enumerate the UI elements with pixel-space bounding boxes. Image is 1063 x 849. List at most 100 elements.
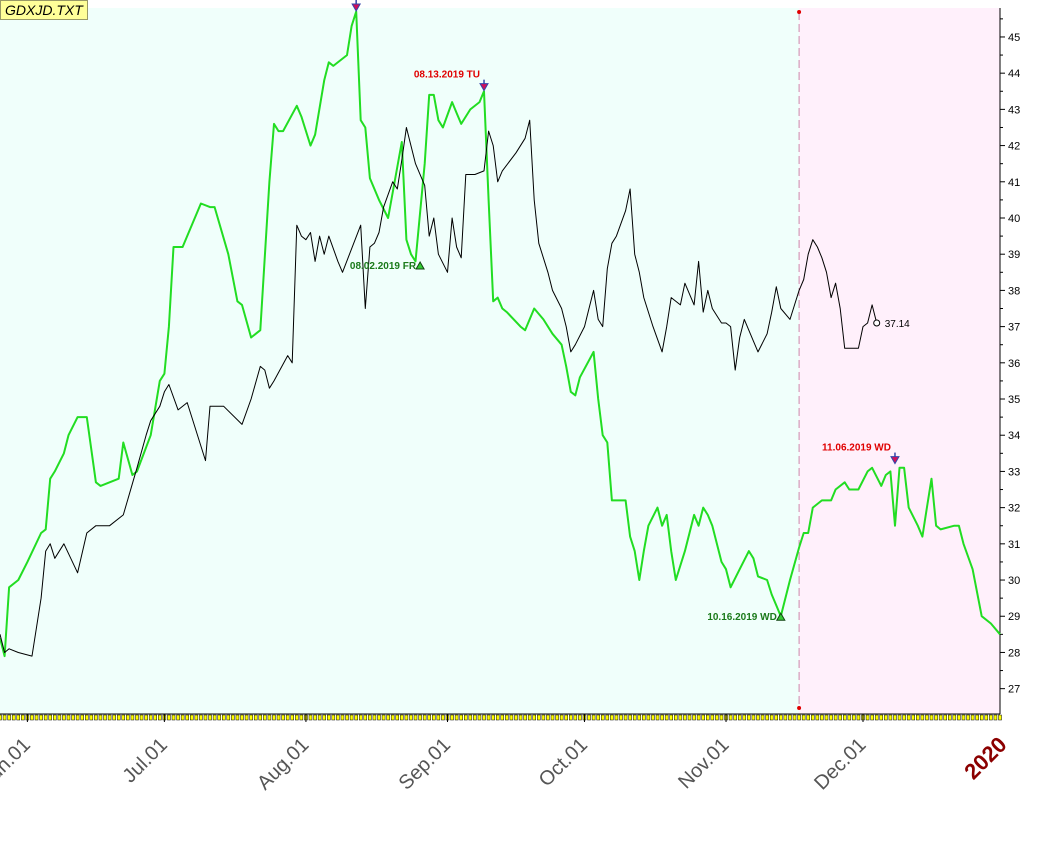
x-day-tick bbox=[833, 714, 838, 721]
divider-bottom-marker bbox=[797, 706, 802, 710]
chart-title: GDXJD.TXT bbox=[0, 0, 88, 20]
x-day-tick bbox=[783, 714, 788, 721]
x-day-tick bbox=[628, 714, 632, 721]
y-tick-label: 43 bbox=[1008, 104, 1020, 116]
x-day-tick bbox=[66, 714, 71, 721]
x-day-tick bbox=[779, 714, 783, 721]
x-day-tick bbox=[664, 714, 669, 721]
low-marker bbox=[775, 612, 786, 621]
x-day-tick bbox=[180, 714, 185, 721]
x-day-tick bbox=[865, 714, 870, 721]
x-day-tick bbox=[948, 714, 952, 721]
x-day-tick bbox=[400, 714, 404, 721]
x-day-tick bbox=[509, 714, 514, 721]
x-day-tick bbox=[235, 714, 240, 721]
x-day-tick bbox=[7, 714, 11, 721]
x-day-tick bbox=[911, 714, 915, 721]
x-day-tick bbox=[692, 714, 696, 721]
x-day-tick bbox=[975, 714, 979, 721]
x-day-tick bbox=[231, 714, 235, 721]
x-day-tick bbox=[979, 714, 984, 721]
x-day-tick bbox=[464, 714, 468, 721]
x-day-tick bbox=[532, 714, 536, 721]
x-day-tick bbox=[103, 714, 107, 721]
x-day-tick bbox=[518, 714, 523, 721]
x-day-tick bbox=[710, 714, 715, 721]
x-day-tick bbox=[632, 714, 637, 721]
x-day-tick bbox=[295, 714, 299, 721]
x-day-tick bbox=[185, 714, 189, 721]
y-tick-label: 30 bbox=[1008, 575, 1020, 587]
x-day-tick bbox=[706, 714, 710, 721]
x-day-tick bbox=[774, 714, 779, 721]
x-day-tick bbox=[409, 714, 413, 721]
x-day-tick bbox=[148, 714, 153, 721]
x-day-tick bbox=[500, 714, 505, 721]
x-day-tick bbox=[317, 714, 322, 721]
x-day-tick bbox=[212, 714, 217, 721]
x-day-tick bbox=[728, 714, 733, 721]
x-tick-label: Dec.01 bbox=[810, 734, 870, 794]
x-day-tick bbox=[546, 714, 550, 721]
x-day-tick bbox=[62, 714, 66, 721]
x-day-tick bbox=[171, 714, 176, 721]
x-day-tick bbox=[299, 714, 304, 721]
x-day-tick bbox=[619, 714, 623, 721]
x-day-tick bbox=[573, 714, 578, 721]
x-day-tick bbox=[477, 714, 482, 721]
x-day-tick bbox=[158, 714, 162, 721]
x-day-tick bbox=[413, 714, 418, 721]
x-day-tick bbox=[327, 714, 331, 721]
x-day-tick bbox=[578, 714, 582, 721]
history-region bbox=[0, 8, 800, 714]
x-day-tick bbox=[792, 714, 797, 721]
x-day-tick bbox=[454, 714, 459, 721]
x-day-tick bbox=[596, 714, 600, 721]
x-day-tick bbox=[116, 714, 121, 721]
x-day-tick bbox=[194, 714, 199, 721]
plot-background bbox=[0, 8, 1000, 714]
x-day-tick bbox=[801, 714, 806, 721]
x-tick-label: Nov.01 bbox=[674, 734, 733, 793]
x-day-tick bbox=[0, 714, 2, 721]
x-day-tick bbox=[2, 714, 7, 721]
x-day-tick bbox=[806, 714, 810, 721]
x-day-tick bbox=[920, 714, 925, 721]
x-day-tick bbox=[906, 714, 911, 721]
x-day-tick bbox=[313, 714, 317, 721]
projection-region bbox=[799, 8, 1000, 714]
x-day-tick bbox=[395, 714, 400, 721]
x-tick-label: Oct.01 bbox=[535, 734, 592, 791]
high-marker bbox=[890, 456, 900, 465]
y-tick-label: 33 bbox=[1008, 466, 1020, 478]
x-day-tick bbox=[381, 714, 386, 721]
x-day-tick bbox=[349, 714, 354, 721]
y-tick-label: 32 bbox=[1008, 503, 1020, 515]
x-day-tick bbox=[208, 714, 212, 721]
high-annotation-label: 07.23.2019 TU bbox=[286, 0, 352, 1]
x-day-tick bbox=[527, 714, 532, 721]
x-day-tick bbox=[623, 714, 628, 721]
x-tick-label: Jun.01 bbox=[0, 734, 35, 792]
x-day-tick bbox=[491, 714, 495, 721]
x-day-tick bbox=[267, 714, 272, 721]
x-day-tick bbox=[541, 714, 546, 721]
x-day-tick bbox=[550, 714, 555, 721]
x-day-tick bbox=[888, 714, 893, 721]
x-tick-label: Aug.01 bbox=[253, 734, 313, 794]
x-day-tick bbox=[263, 714, 267, 721]
x-day-tick bbox=[505, 714, 509, 721]
x-day-tick bbox=[610, 714, 614, 721]
x-day-tick bbox=[336, 714, 340, 721]
x-day-tick bbox=[893, 714, 897, 721]
x-day-tick bbox=[870, 714, 874, 721]
x-day-tick bbox=[989, 714, 993, 721]
x-day-tick bbox=[701, 714, 705, 721]
x-day-tick bbox=[769, 714, 774, 721]
x-day-tick bbox=[190, 714, 194, 721]
x-day-tick bbox=[80, 714, 84, 721]
x-day-tick bbox=[925, 714, 929, 721]
x-day-tick bbox=[441, 714, 445, 721]
series-line-black bbox=[0, 119, 878, 657]
